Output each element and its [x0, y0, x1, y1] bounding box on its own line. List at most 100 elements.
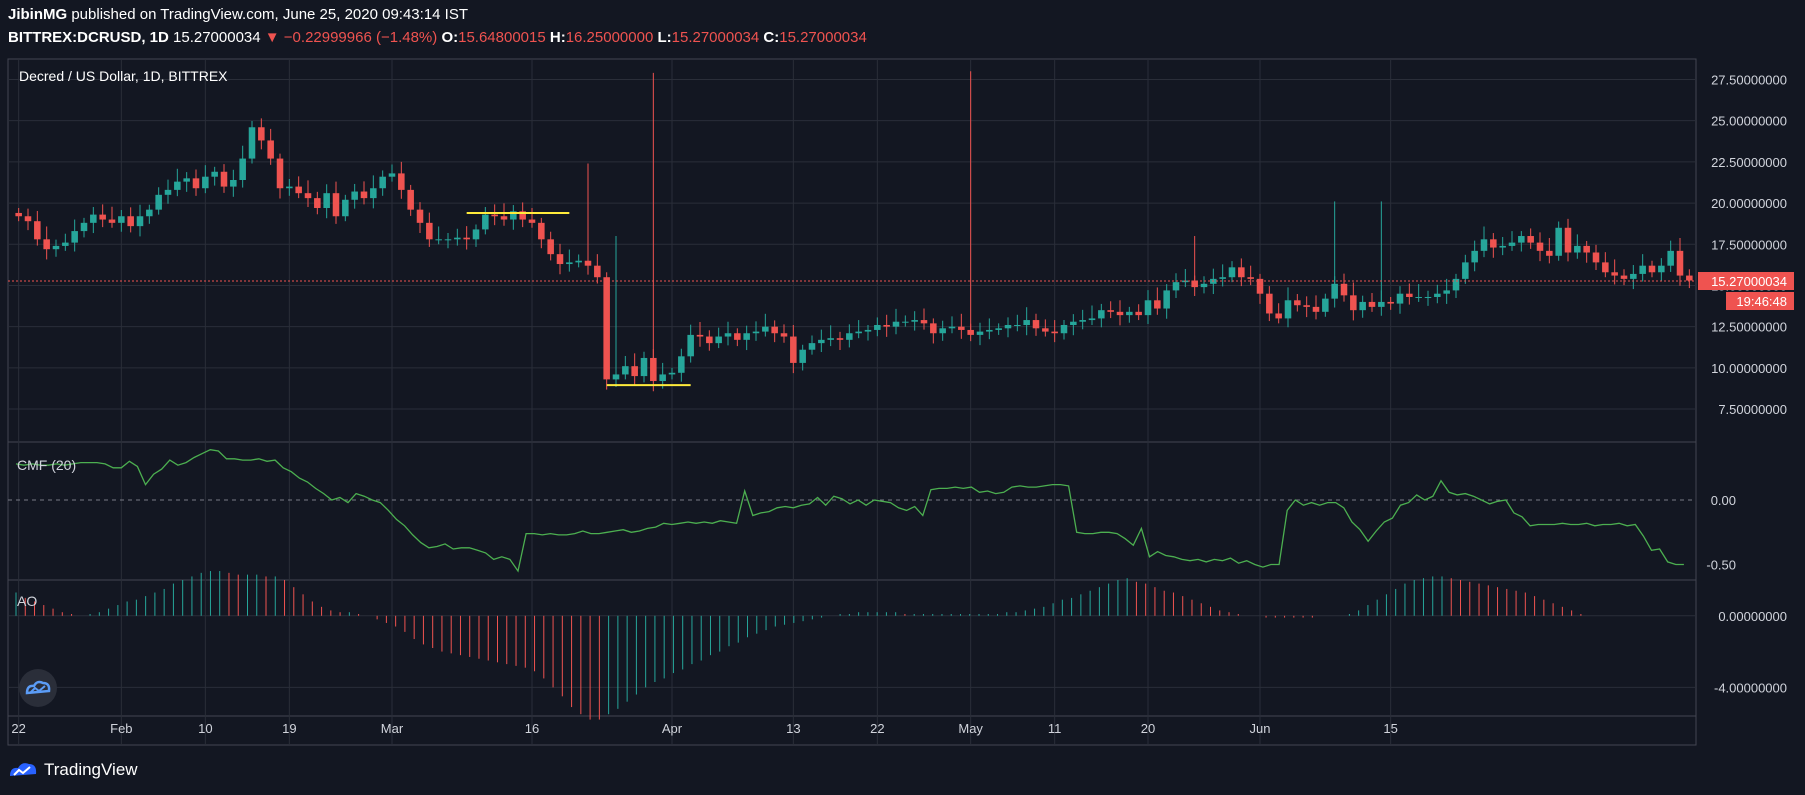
candle-body: [211, 171, 218, 177]
candle-body: [659, 374, 666, 382]
candle-body: [118, 216, 125, 223]
candle-body: [1508, 242, 1516, 246]
candle-body: [986, 329, 993, 332]
candle-body: [491, 214, 498, 217]
candle-body: [1359, 301, 1366, 311]
candle-body: [1098, 310, 1105, 319]
candle-body: [1079, 320, 1086, 322]
candle-body: [724, 333, 732, 337]
candle-body: [1424, 296, 1432, 298]
price-tick-label: 12.50000000: [1711, 320, 1787, 335]
candle-body: [267, 140, 274, 159]
plot-frame: [7, 58, 1697, 746]
candle-body: [958, 326, 965, 330]
candle-body: [454, 237, 461, 240]
candle-body: [435, 239, 442, 241]
candle-body: [1452, 278, 1460, 291]
candle-body: [510, 211, 517, 220]
candle-body: [1639, 265, 1646, 274]
candle-body: [1676, 250, 1684, 276]
candle-body: [622, 366, 629, 375]
candle-body: [1406, 293, 1413, 297]
candle-body: [332, 193, 340, 217]
candle-body: [80, 222, 88, 232]
candle-body: [416, 209, 424, 223]
candle-body: [1611, 272, 1618, 276]
candle-body: [1014, 325, 1021, 327]
chart-grid: [7, 58, 1697, 746]
x-tick-label: Feb: [110, 721, 132, 736]
price-tick-label: 17.50000000: [1711, 237, 1787, 252]
x-tick-label: 10: [198, 721, 212, 736]
candle-body: [1322, 298, 1329, 312]
cmf-pane-title: CMF (20): [17, 457, 76, 473]
candle-body: [1686, 275, 1693, 281]
candle-body: [1126, 311, 1133, 316]
candle-body: [612, 374, 620, 380]
x-tick-label: May: [958, 721, 983, 736]
candle-body: [1275, 313, 1282, 319]
candle-body: [62, 242, 69, 246]
candle-body: [976, 331, 984, 335]
x-tick-label: 22: [870, 721, 884, 736]
candle-body: [1620, 275, 1628, 279]
x-tick-label: 22: [11, 721, 25, 736]
low-label: L:: [657, 29, 672, 46]
candle-body: [790, 336, 797, 363]
candle-body: [547, 239, 554, 255]
candle-body: [1555, 227, 1562, 256]
candle-body: [230, 179, 237, 187]
footer-brand[interactable]: TradingView: [44, 760, 138, 779]
x-tick-label: Mar: [381, 721, 404, 736]
candle-body: [1387, 301, 1394, 304]
cmf-tick-label: 0.00: [1711, 493, 1736, 508]
candle-body: [827, 338, 834, 340]
candle-body: [1527, 236, 1534, 243]
candle-body: [155, 194, 162, 210]
candle-body: [808, 343, 816, 350]
candle-body: [1256, 278, 1264, 294]
candle-body: [407, 189, 414, 210]
candle-body: [762, 326, 769, 332]
candle-body: [920, 320, 928, 324]
candle-body: [706, 336, 713, 344]
x-tick-label: 16: [525, 721, 539, 736]
candle-body: [1536, 242, 1544, 251]
open-label: O:: [441, 29, 459, 46]
candle-body: [855, 331, 862, 334]
candle-body: [818, 339, 825, 344]
candle-body: [1574, 245, 1581, 253]
candle-body: [864, 329, 872, 332]
candle-body: [1630, 273, 1637, 279]
candle-body: [202, 176, 209, 189]
author-name[interactable]: JibinMG: [8, 6, 68, 23]
candle-body: [304, 193, 312, 199]
candle-body: [360, 191, 368, 199]
candle-body: [1070, 321, 1077, 326]
candle-body: [71, 231, 78, 243]
candle-body: [678, 356, 685, 373]
candle-body: [1350, 295, 1357, 311]
candle-body: [752, 331, 760, 334]
candle-body: [388, 173, 396, 177]
candle-body: [799, 349, 806, 363]
tradingview-watermark-icon[interactable]: [19, 669, 57, 707]
candle-body: [892, 321, 900, 327]
candle-body: [1228, 267, 1236, 278]
candle-body: [1667, 250, 1674, 266]
candle-body: [1042, 328, 1049, 332]
candle-body: [108, 219, 116, 223]
candle-body: [911, 320, 918, 322]
price-change: ▼ −0.22999966 (−1.48%): [264, 29, 438, 46]
candle-body: [1312, 306, 1320, 312]
candle-body: [1434, 293, 1441, 297]
candle-body: [575, 260, 582, 263]
candle-body: [323, 193, 330, 209]
candle-body: [146, 209, 153, 217]
candle-body: [370, 188, 377, 199]
candle-body: [1116, 311, 1124, 316]
footer: TradingView: [8, 760, 138, 780]
candle-body: [1499, 245, 1506, 248]
candle-body: [1107, 310, 1114, 312]
